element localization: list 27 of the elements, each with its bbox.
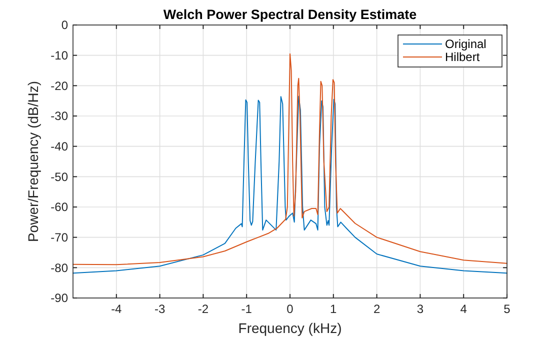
y-tick-label: -60 <box>50 200 68 214</box>
y-tick-label: -50 <box>50 170 68 184</box>
line-series <box>72 96 508 274</box>
legend-label: Original <box>445 37 486 52</box>
x-tick-label: -1 <box>241 302 252 316</box>
x-axis-title: Frequency (kHz) <box>238 320 342 336</box>
x-tick-label: 1 <box>330 302 338 316</box>
y-tick-label: -40 <box>50 140 68 154</box>
y-tick-label: -80 <box>50 260 68 275</box>
y-tick-label: -10 <box>50 48 68 63</box>
x-tick-label: 2 <box>373 302 380 316</box>
x-tick-label: 4 <box>460 302 468 316</box>
x-tick-label: 3 <box>416 302 424 316</box>
x-tick-label: -3 <box>154 302 166 316</box>
x-tick-label: 5 <box>504 302 511 316</box>
line-series <box>72 53 508 266</box>
y-tick-label: -30 <box>50 109 68 124</box>
x-tick-label: 0 <box>286 302 294 316</box>
x-tick-label: -4 <box>111 302 122 316</box>
y-axis-title: Power/Frequency (dB/Hz) <box>25 80 41 242</box>
legend-label: Hilbert <box>445 50 480 64</box>
y-tick-label: -90 <box>50 291 68 306</box>
y-tick-label: 0 <box>61 18 68 32</box>
chart-title: Welch Power Spectral Density Estimate <box>163 7 418 22</box>
y-tick-label: -20 <box>50 78 68 93</box>
x-tick-label: -2 <box>198 302 209 316</box>
y-tick-label: -70 <box>50 230 68 245</box>
